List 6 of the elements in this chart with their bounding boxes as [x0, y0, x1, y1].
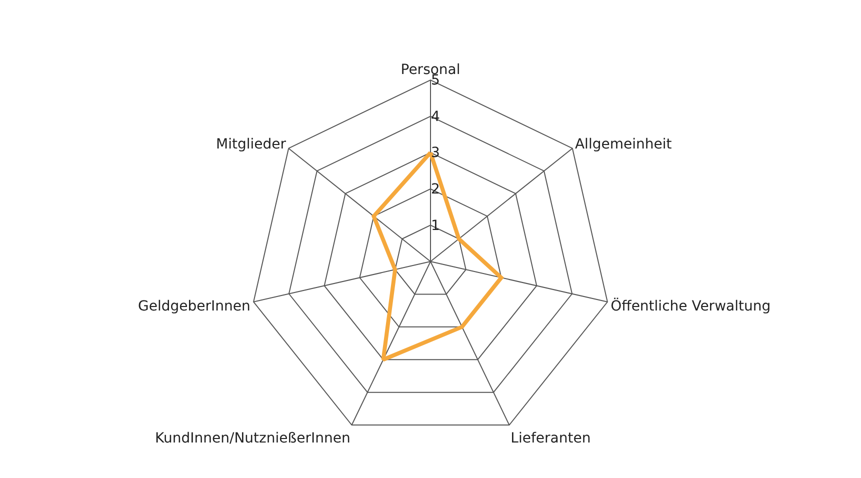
spoke-label: Öffentliche Verwaltung — [610, 298, 771, 315]
spoke-label: KundInnen/NutznießerInnen — [155, 430, 350, 447]
spoke-label: Allgemeinheit — [574, 136, 672, 152]
spoke-label: Lieferanten — [510, 430, 591, 447]
spoke-label: Mitglieder — [216, 136, 286, 152]
spoke-label: GeldgeberInnen — [138, 298, 250, 315]
